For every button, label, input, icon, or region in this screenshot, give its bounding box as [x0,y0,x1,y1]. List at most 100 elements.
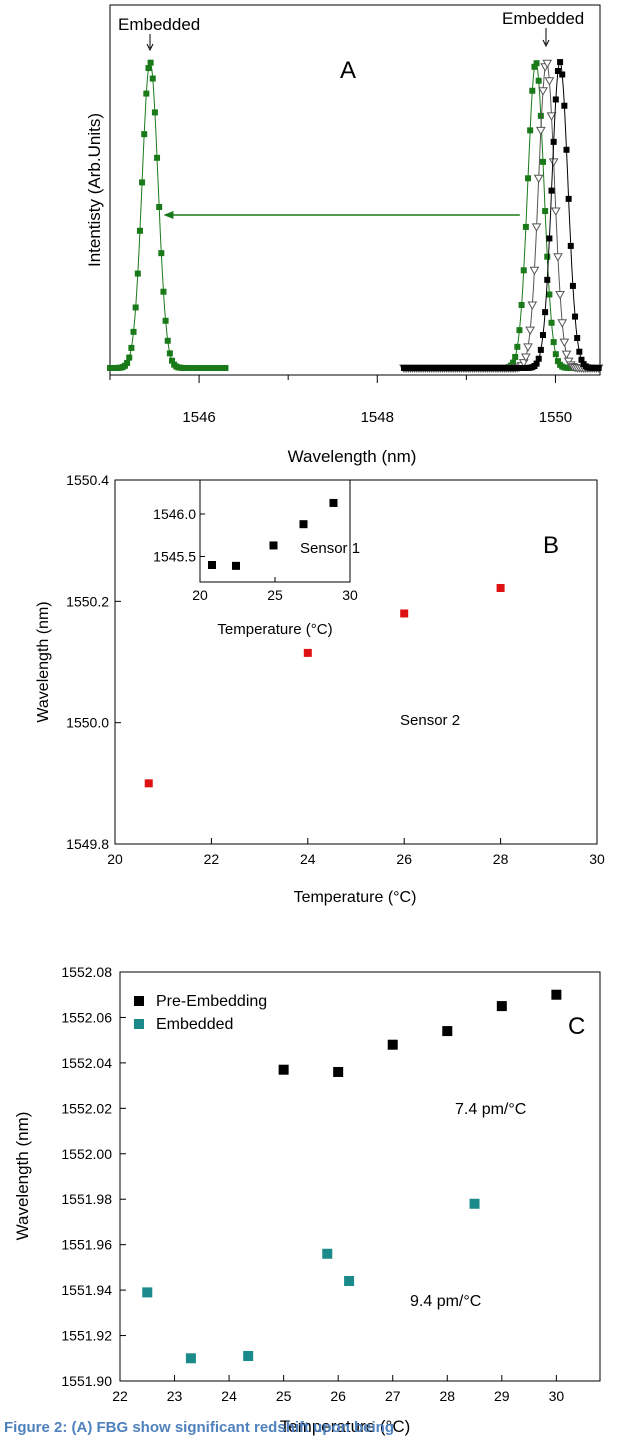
panel-b-y-tick-label: 1550.0 [66,715,109,731]
panel-b-label: B [543,532,559,559]
panel-a-data-point [162,317,169,324]
panel-a-data-point [548,319,555,326]
panel-a-data-point [516,327,523,334]
panel-a-data-point [539,332,546,339]
inset-x-tick-label: 25 [267,587,283,603]
panel-a-data-point [529,266,540,276]
panel-b-x-tick-label: 24 [300,851,316,867]
inset-data-point [269,541,278,550]
panel-b-x-tick-label: 26 [396,851,412,867]
panel-c-y-label: Wavelength (nm) [13,1112,32,1241]
panel-a-data-point [546,235,553,242]
panel-c-label: C [568,1013,585,1040]
panel-a-data-point [550,207,561,217]
panel-c-y-tick-label: 1552.02 [61,1100,112,1116]
panel-a-data-point [145,65,152,72]
panel-c-y-tick-label: 1552.04 [61,1055,112,1071]
panel-a-data-point [554,358,561,365]
panel-c-x-tick-label: 24 [221,1388,237,1404]
panel-b-x-tick-label: 28 [493,851,509,867]
legend-label-pre-embedding: Pre-Embedding [156,993,267,1010]
panel-a-data-point [128,344,135,351]
panel-c-x-label: Temperature (°C) [280,1417,411,1436]
panel-c-x-tick-label: 26 [330,1388,346,1404]
panel-a-data-point [537,112,544,119]
panel-c-y-tick-label: 1552.08 [61,964,112,980]
panel-a-data-point [527,127,534,134]
panel-a-data-point [143,90,150,97]
inset-y-tick-label: 1546.0 [153,506,196,522]
panel-a-data-point [544,77,555,86]
panel-a-x-tick-label: 1546 [182,409,215,426]
panel-a-data-point [523,343,533,352]
panel-b-y-tick-label: 1549.8 [66,836,109,852]
panel-c-y-tick-label: 1551.90 [61,1373,112,1389]
panel-c-y-tick-label: 1551.98 [61,1191,112,1207]
panel-a-data-point [156,204,163,211]
panel-a-data-point [539,158,546,165]
panel-a-data-point [521,353,531,362]
panel-b-x-tick-label: 30 [589,851,605,867]
panel-a-data-point [555,290,565,300]
legend-marker-pre-embedding [134,996,144,1006]
panel-c-y-tick-label: 1551.96 [61,1237,112,1253]
panel-c-y-tick-label: 1551.92 [61,1328,112,1344]
panel-b-plot [144,583,505,788]
panel-c-data-point [496,1001,507,1012]
panel-b-data-point [400,609,409,618]
panel-c-data-point [333,1066,344,1077]
panel-a-data-point [576,348,583,355]
panel-a-data-point [158,250,165,257]
panel-a-plot [107,59,604,374]
legend-label-embedded: Embedded [156,1016,233,1033]
panel-a-data-point [578,356,585,363]
panel-b-y-label: Wavelength (nm) [35,601,52,722]
panel-a-data-point [552,96,559,103]
panel-b: 20 22 24 26 28 30 1549.8 1550.0 1550.2 1550.4 B S… [35,472,605,906]
panel-c-data-point [243,1351,254,1362]
panel-c-x-tick-label: 23 [167,1388,183,1404]
panel-c-ticks: 22 23 24 25 26 27 28 29 30 1551.90 1551.92 1551.94 1… [61,964,564,1404]
panel-a-y-label: Intentisty (Arb.Units) [85,113,104,267]
panel-a-annotation-left: Embedded [118,15,200,34]
panel-a-data-point [141,131,148,138]
panel-c-annotation-embedded: 9.4 pm/°C [410,1293,481,1310]
panel-c-y-tick-label: 1552.00 [61,1146,112,1162]
panel-a-data-point [522,223,529,230]
panel-a-data-point [535,355,542,362]
panel-a-data-point [535,126,546,136]
panel-a-data-point [149,75,156,82]
panel-c-x-tick-label: 27 [385,1388,401,1404]
panel-c-annotation-pre: 7.4 pm/°C [455,1101,526,1118]
panel-c-data-point [442,1026,453,1037]
panel-a-data-point [544,253,551,260]
panel-a-data-point [535,77,542,84]
panel-a-data-point [550,339,557,346]
panel-a-x-tick-label: 1548 [361,409,394,426]
panel-a-data-point [561,350,572,360]
inset-plot [208,498,338,570]
panel-a-data-point [520,267,527,274]
panel-c-data-point [142,1287,153,1298]
panel-a-data-point [557,59,564,66]
panel-a-data-point [537,346,544,353]
panel-c-y-tick-label: 1551.94 [61,1282,112,1298]
inset-data-point [299,520,308,529]
panel-c-plot [142,989,562,1364]
panel-a-data-point [546,112,557,121]
panel-c-y-tick-label: 1552.06 [61,1009,112,1025]
panel-c-x-tick-label: 22 [112,1388,128,1404]
embedded-pointer-right [542,28,550,48]
panel-a-data-point [538,87,548,96]
panel-a-label: A [340,57,356,84]
inset-ticks: 20 25 30 1545.5 1546.0 [153,506,358,603]
panel-b-y-tick-label: 1550.2 [66,593,109,609]
panel-a-data-point [147,59,154,66]
panel-b-x-tick-label: 22 [204,851,220,867]
legend-marker-embedded [134,1019,144,1029]
panel-a-data-point [529,87,536,94]
panel-a-data-point [124,359,131,366]
panel-c-x-tick-label: 30 [549,1388,565,1404]
panel-a-data-point [559,338,570,348]
panel-c-data-point [344,1276,355,1287]
